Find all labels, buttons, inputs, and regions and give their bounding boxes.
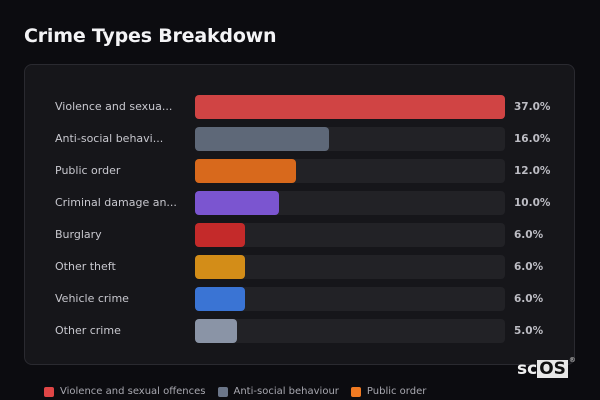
logo-prefix: sc xyxy=(517,359,538,379)
bar-track xyxy=(195,159,505,183)
bar-label: Other crime xyxy=(55,324,121,337)
legend-swatch-icon xyxy=(350,386,361,397)
legend-swatch-icon xyxy=(217,386,228,397)
bar-label: Vehicle crime xyxy=(55,292,129,305)
bar-fill[interactable] xyxy=(195,127,330,151)
legend-item[interactable]: Anti-social behaviour xyxy=(217,386,339,397)
legend-label: Violence and sexual offences xyxy=(60,386,206,397)
bar-fill[interactable] xyxy=(195,159,296,183)
bar-value: 12.0% xyxy=(514,165,551,177)
bar-label: Criminal damage an... xyxy=(55,196,177,209)
bar-fill[interactable] xyxy=(195,255,246,279)
legend-swatch-icon xyxy=(44,386,54,397)
bar-row[interactable]: Criminal damage an... 10.0% xyxy=(25,191,574,215)
bar-track xyxy=(195,191,505,215)
bar-value: 6.0% xyxy=(514,261,544,273)
bar-track xyxy=(195,319,505,343)
legend-item[interactable]: Public order xyxy=(350,386,427,397)
bar-row[interactable]: Violence and sexua... 37.0% xyxy=(25,95,574,119)
bar-value: 5.0% xyxy=(514,325,544,337)
bar-value: 10.0% xyxy=(514,197,551,209)
bar-track xyxy=(195,223,505,247)
bar-row[interactable]: Burglary 6.0% xyxy=(25,223,574,247)
bar-value: 16.0% xyxy=(514,133,551,145)
legend-label: Public order xyxy=(366,386,427,397)
bar-label: Burglary xyxy=(55,228,102,241)
legend-item[interactable]: Violence and sexual offences xyxy=(44,386,206,397)
bar-value: 37.0% xyxy=(514,101,551,113)
bar-value: 6.0% xyxy=(514,229,544,241)
bar-row[interactable]: Other crime 5.0% xyxy=(25,319,574,343)
chart-card: Violence and sexua... 37.0% Anti-social be… xyxy=(24,64,575,365)
bar-label: Other theft xyxy=(55,260,116,273)
page-title: Crime Types Breakdown xyxy=(24,25,277,47)
registered-mark-icon: ® xyxy=(568,356,576,364)
bar-fill[interactable] xyxy=(195,223,246,247)
bar-track xyxy=(195,287,505,311)
bar-value: 6.0% xyxy=(514,293,544,305)
bar-fill[interactable] xyxy=(195,95,505,119)
logo-highlight: OS xyxy=(537,359,568,379)
brand-logo: sc OS ® xyxy=(517,356,576,379)
bar-label: Anti-social behavi... xyxy=(55,132,164,145)
bar-row[interactable]: Anti-social behavi... 16.0% xyxy=(25,127,574,151)
bar-label: Public order xyxy=(55,164,121,177)
bar-row[interactable]: Other theft 6.0% xyxy=(25,255,574,279)
bar-label: Violence and sexua... xyxy=(55,100,173,113)
bar-fill[interactable] xyxy=(195,287,246,311)
legend-label: Anti-social behaviour xyxy=(233,386,339,397)
bar-row[interactable]: Public order 12.0% xyxy=(25,159,574,183)
bar-row[interactable]: Vehicle crime 6.0% xyxy=(25,287,574,311)
bar-fill[interactable] xyxy=(195,319,237,343)
bar-track xyxy=(195,127,505,151)
bar-fill[interactable] xyxy=(195,191,279,215)
bar-track xyxy=(195,95,505,119)
chart-legend: Violence and sexual offences Anti-social … xyxy=(44,386,426,397)
bar-track xyxy=(195,255,505,279)
